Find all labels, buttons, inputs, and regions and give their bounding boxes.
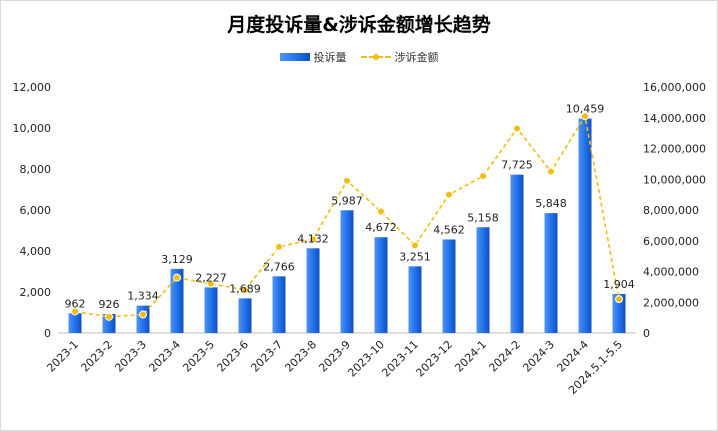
bar[interactable] xyxy=(442,239,456,333)
bar[interactable] xyxy=(476,227,490,333)
bar-data-label: 926 xyxy=(99,298,120,311)
line-point[interactable] xyxy=(513,124,521,133)
legend-item-bar[interactable]: 投诉量 xyxy=(279,49,347,65)
legend-bar-swatch xyxy=(279,53,310,61)
x-tick-label: 2023-7 xyxy=(248,338,285,375)
bar-data-label: 4,132 xyxy=(297,232,329,245)
bar-data-label: 5,158 xyxy=(467,211,499,224)
bar-data-label: 3,251 xyxy=(399,250,431,263)
y-left-tick-label: 8,000 xyxy=(20,163,52,176)
chart-legend: 投诉量 涉诉金额 xyxy=(0,49,718,65)
x-tick-label: 2024-1 xyxy=(452,338,489,375)
line-point[interactable] xyxy=(343,176,351,185)
legend-line-label: 涉诉金额 xyxy=(394,51,439,64)
line-point[interactable] xyxy=(173,273,181,282)
x-tick-label: 2023-1 xyxy=(44,338,81,375)
bar[interactable] xyxy=(340,210,354,333)
bar[interactable] xyxy=(408,266,422,333)
y-right-tick-label: 8,000,000 xyxy=(643,204,699,217)
x-tick-label: 2023-10 xyxy=(345,338,387,380)
bar[interactable] xyxy=(612,293,626,333)
x-tick-label: 2023-12 xyxy=(413,338,455,380)
bar[interactable] xyxy=(374,237,388,333)
y-right-tick-label: 16,000,000 xyxy=(643,81,706,94)
y-left-tick-label: 12,000 xyxy=(13,81,52,94)
y-left-tick-label: 6,000 xyxy=(20,204,52,217)
bar[interactable] xyxy=(578,118,592,333)
bar-data-label: 3,129 xyxy=(161,253,193,266)
line-point[interactable] xyxy=(139,310,147,319)
y-right-tick-label: 4,000,000 xyxy=(643,266,699,279)
line-point[interactable] xyxy=(411,241,419,250)
bar[interactable] xyxy=(544,213,558,333)
line-point[interactable] xyxy=(479,172,487,181)
legend-bar-label: 投诉量 xyxy=(313,51,347,64)
y-right-tick-label: 10,000,000 xyxy=(643,173,706,186)
bar-data-label: 1,689 xyxy=(229,282,261,295)
line-point[interactable] xyxy=(445,190,453,199)
y-left-tick-label: 2,000 xyxy=(20,286,52,299)
bar[interactable] xyxy=(306,248,320,333)
line-point[interactable] xyxy=(241,285,249,294)
y-right-tick-label: 0 xyxy=(643,327,650,340)
x-tick-label: 2023-3 xyxy=(112,338,149,375)
y-right-tick-label: 12,000,000 xyxy=(643,143,706,156)
line-point[interactable] xyxy=(275,242,283,251)
y-right-tick-label: 2,000,000 xyxy=(643,296,699,309)
bar[interactable] xyxy=(510,174,524,333)
chart-title: 月度投诉量&涉诉金额增长趋势 xyxy=(227,14,491,36)
x-tick-label: 2023-4 xyxy=(146,338,183,375)
bar-data-label: 4,672 xyxy=(365,221,397,234)
x-tick-label: 2024-3 xyxy=(520,338,557,375)
line-point[interactable] xyxy=(547,167,555,176)
x-tick-label: 2023-8 xyxy=(282,338,319,375)
line-point[interactable] xyxy=(105,312,113,321)
bar[interactable] xyxy=(204,287,218,333)
bar-data-label: 4,562 xyxy=(433,223,465,236)
bar-data-label: 1,904 xyxy=(603,278,635,291)
x-tick-label: 2024-2 xyxy=(486,338,523,375)
bar[interactable] xyxy=(68,313,82,333)
line-point[interactable] xyxy=(377,207,385,216)
line-point[interactable] xyxy=(581,112,589,121)
bar-data-label: 2,227 xyxy=(195,271,227,284)
bar[interactable] xyxy=(238,298,252,333)
bar[interactable] xyxy=(170,268,184,333)
bar[interactable] xyxy=(272,276,286,333)
y-right-tick-label: 6,000,000 xyxy=(643,235,699,248)
y-right-tick-label: 14,000,000 xyxy=(643,112,706,125)
line-point[interactable] xyxy=(71,307,79,316)
bar-data-label: 10,459 xyxy=(566,103,605,116)
line-point[interactable] xyxy=(207,279,215,288)
x-tick-label: 2023-2 xyxy=(78,338,115,375)
x-tick-label: 2023-11 xyxy=(379,338,421,380)
legend-item-line[interactable]: 涉诉金额 xyxy=(360,49,439,65)
line-point[interactable] xyxy=(309,235,317,244)
bar-data-label: 7,725 xyxy=(501,159,533,172)
y-left-tick-label: 0 xyxy=(44,327,51,340)
bar-data-label: 5,848 xyxy=(535,197,567,210)
bar-data-label: 5,987 xyxy=(331,194,363,207)
x-tick-label: 2023-5 xyxy=(180,338,217,375)
y-left-tick-label: 4,000 xyxy=(20,245,52,258)
bar-data-label: 2,766 xyxy=(263,260,295,273)
legend-line-swatch xyxy=(360,52,391,62)
x-tick-label: 2023-6 xyxy=(214,338,251,375)
bar-data-label: 962 xyxy=(65,297,86,310)
bar-data-label: 1,334 xyxy=(127,290,159,303)
line-point[interactable] xyxy=(615,295,623,304)
bar[interactable] xyxy=(136,305,150,333)
y-left-tick-label: 10,000 xyxy=(13,122,52,135)
